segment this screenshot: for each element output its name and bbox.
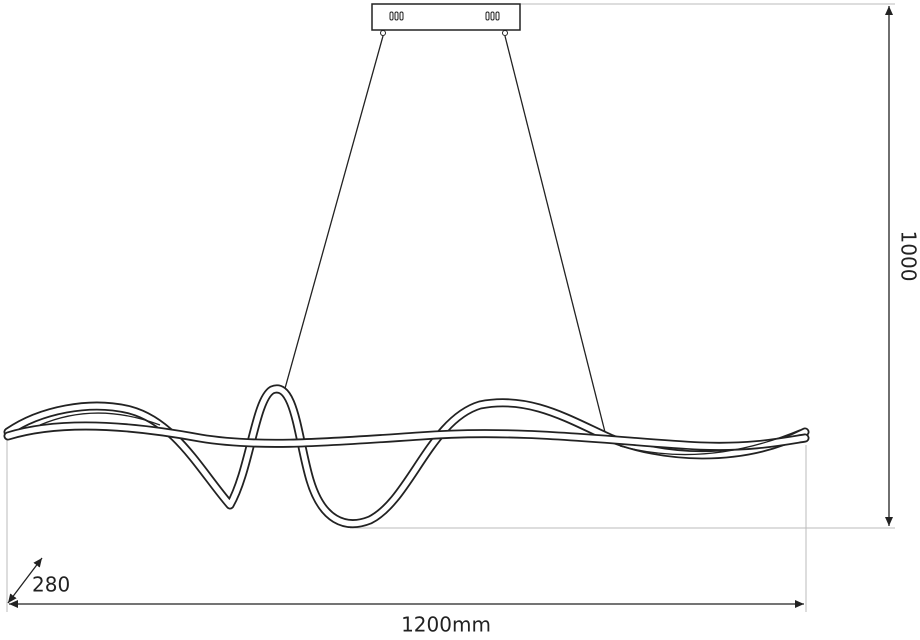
depth-label: 280 [32,573,70,597]
wire-clamp [502,30,508,36]
screws [389,11,500,21]
width-label: 1200mm [401,613,491,637]
ribbon-band-inner [5,423,808,450]
depth-dimension [7,557,43,604]
extension-lines [6,3,895,612]
suspension-wire [283,35,384,393]
canopy [371,3,521,36]
ribbon-edge [39,412,161,426]
ribbon-inner [5,386,808,527]
ribbon-edge [619,429,801,456]
luminaire [3,384,810,529]
suspension-wire [504,35,608,441]
height-label: 1000 [897,231,920,282]
wire-clamp [380,30,386,36]
canopy-plate [371,3,521,31]
